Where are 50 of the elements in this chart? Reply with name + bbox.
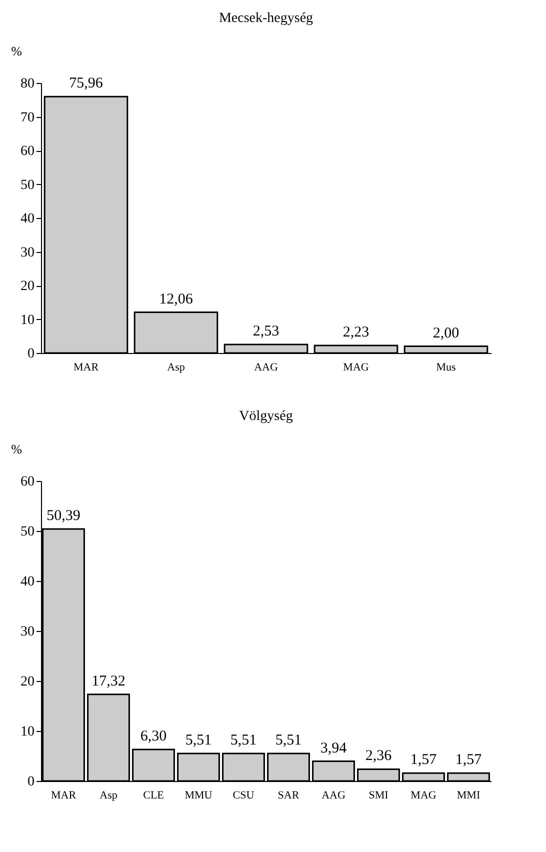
y-axis-title: %	[11, 442, 22, 456]
y-tick-label: 70	[20, 110, 34, 126]
x-tick-label: Asp	[100, 790, 118, 802]
x-tick-label: CSU	[232, 790, 254, 802]
data-label: 2,00	[432, 325, 460, 342]
data-label: 17,32	[92, 673, 126, 690]
data-label: 75,96	[69, 76, 104, 92]
y-axis-title: %	[11, 44, 22, 58]
x-tick-label: MAR	[73, 362, 100, 374]
y-tick-label: 30	[20, 245, 34, 260]
y-tick-label: 60	[20, 144, 34, 159]
y-tick-label: 80	[20, 76, 34, 92]
x-tick-label: MMI	[456, 790, 480, 802]
y-tick-label: 0	[28, 346, 34, 362]
data-label: 12,06	[159, 291, 194, 308]
chart-title: Mecsek-hegység	[218, 11, 314, 26]
y-tick-label: 10	[20, 724, 34, 740]
y-tick-label: 60	[20, 474, 34, 490]
x-tick-label: MAG	[410, 790, 436, 802]
x-tick-label: SAR	[278, 790, 300, 802]
x-tick-label: SMI	[368, 790, 389, 802]
y-tick-label: 20	[20, 674, 34, 690]
data-label: 2,53	[252, 323, 280, 340]
x-tick-label: MMU	[184, 790, 212, 802]
x-tick-label: Mus	[436, 362, 456, 374]
y-tick-label: 40	[20, 212, 34, 226]
data-label: 1,57	[455, 752, 482, 768]
data-label: 5,51	[275, 732, 302, 748]
x-tick-label: MAR	[50, 790, 77, 802]
data-label: 2,23	[342, 324, 370, 340]
y-tick-label: 40	[20, 574, 34, 590]
data-label: 5,51	[185, 732, 212, 748]
x-tick-label: Asp	[167, 362, 186, 374]
data-label: 1,57	[410, 752, 438, 768]
data-label: 3,94	[320, 740, 348, 756]
data-label: 50,39	[46, 508, 80, 524]
data-label: 5,51	[230, 732, 257, 748]
y-tick-label: 50	[20, 524, 34, 540]
x-tick-label: AAG	[254, 362, 278, 374]
x-tick-label: AAG	[322, 790, 346, 802]
y-tick-label: 10	[20, 312, 34, 328]
chart-title: Völgység	[239, 409, 293, 424]
y-tick-label: 30	[20, 624, 34, 640]
data-label: 6,30	[140, 728, 167, 744]
data-label: 2,36	[365, 748, 392, 764]
y-tick-label: 0	[28, 774, 34, 790]
x-tick-label: CLE	[143, 790, 164, 802]
y-tick-label: 50	[20, 178, 34, 193]
x-tick-label: MAG	[343, 362, 369, 374]
y-tick-label: 20	[20, 279, 34, 294]
